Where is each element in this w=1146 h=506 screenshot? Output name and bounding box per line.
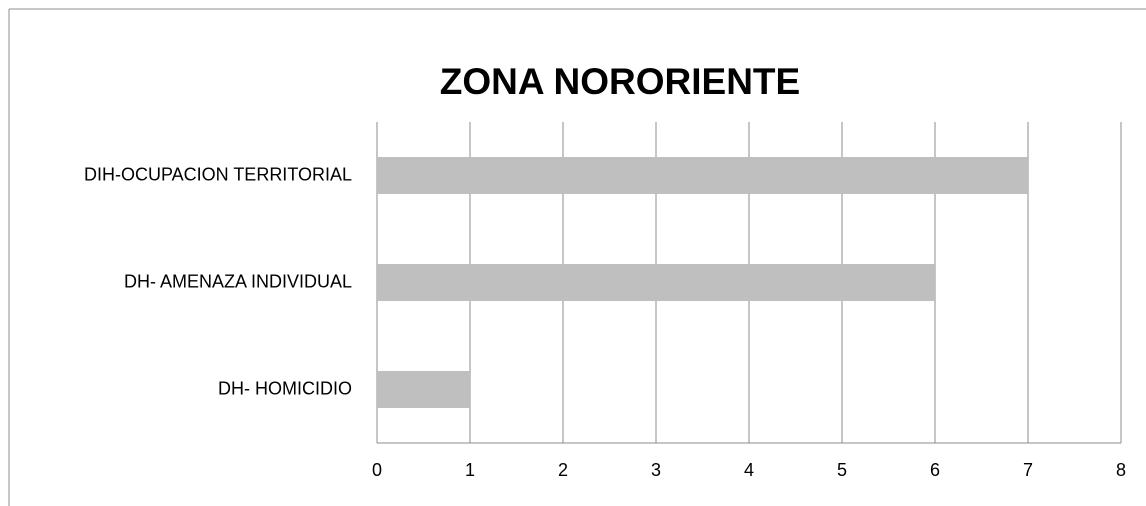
x-tick-label: 4 <box>744 460 754 480</box>
bar <box>377 264 935 301</box>
x-tick-label: 2 <box>558 460 568 480</box>
x-tick-label: 3 <box>651 460 661 480</box>
x-tick-label: 7 <box>1023 460 1033 480</box>
chart-title: ZONA NORORIENTE <box>440 61 800 102</box>
x-tick-label: 5 <box>837 460 847 480</box>
x-tick-label: 0 <box>372 460 382 480</box>
x-tick-label: 1 <box>465 460 475 480</box>
bar <box>377 157 1028 194</box>
bar <box>377 371 470 408</box>
x-tick-label: 6 <box>930 460 940 480</box>
y-tick-label: DIH-OCUPACION TERRITORIAL <box>84 164 352 184</box>
y-tick-label: DH- HOMICIDIO <box>218 378 352 398</box>
x-tick-label: 8 <box>1116 460 1126 480</box>
y-tick-label: DH- AMENAZA INDIVIDUAL <box>124 271 352 291</box>
